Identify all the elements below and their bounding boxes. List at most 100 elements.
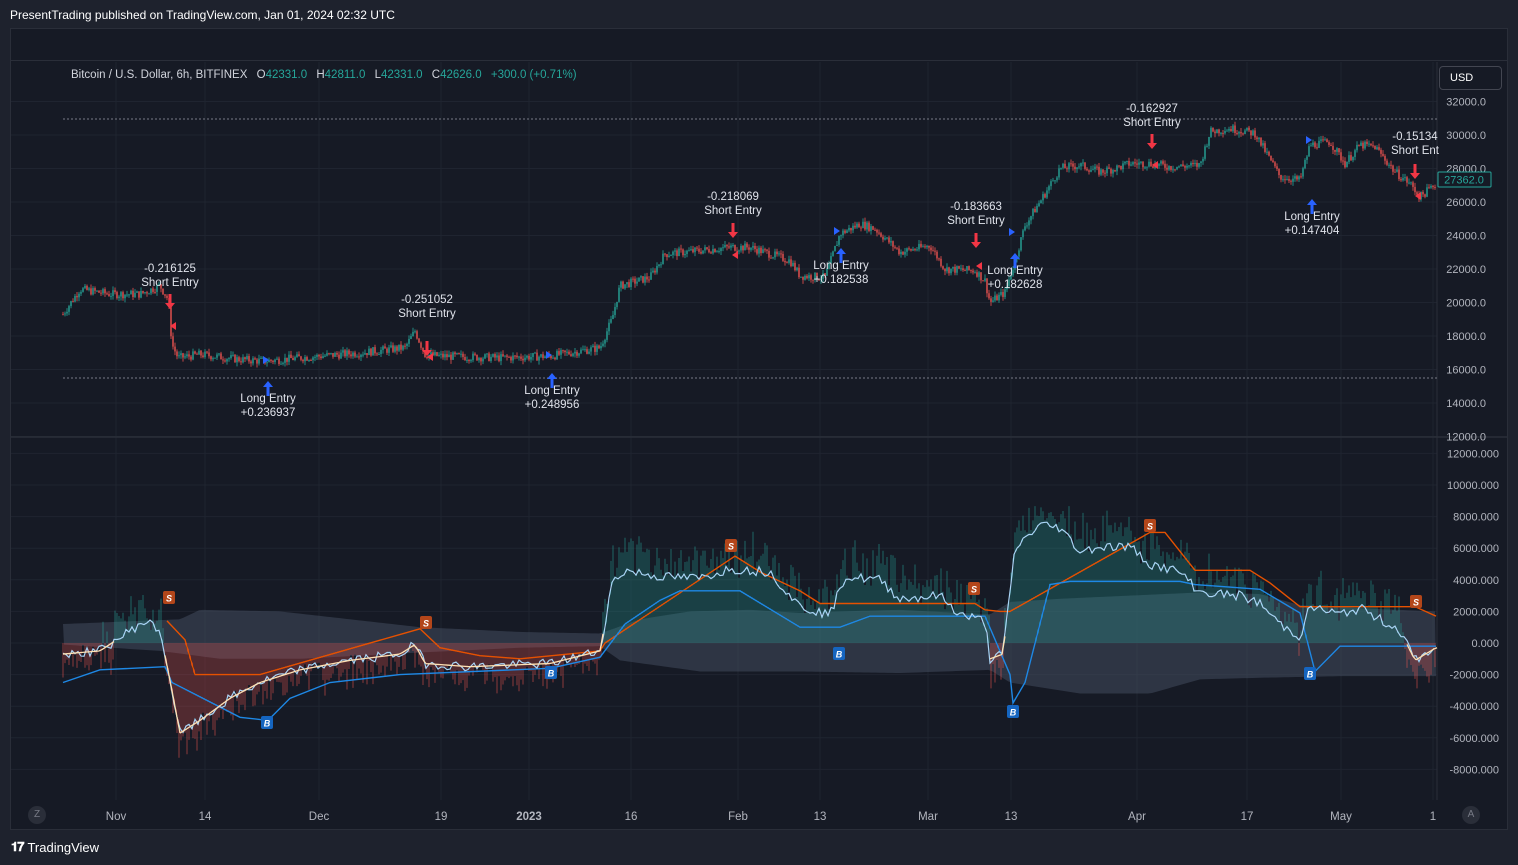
candle-body — [732, 245, 734, 247]
signal-label: Long Entry — [813, 260, 869, 272]
candle-body — [174, 346, 176, 352]
high-value: 42811.0 — [324, 69, 366, 81]
price-tick-label: 22000.0 — [1446, 264, 1486, 276]
candle-body — [122, 292, 124, 299]
indicator-tick-label: -8000.000 — [1449, 764, 1499, 776]
candle-body — [266, 362, 268, 364]
candle-body — [194, 351, 196, 354]
candle-body — [1382, 153, 1384, 156]
candle-body — [446, 354, 448, 358]
candle-body — [104, 289, 106, 294]
currency-button[interactable]: USD — [1439, 66, 1502, 90]
candle-body — [1310, 145, 1312, 147]
candle-body — [862, 221, 864, 229]
candle-body — [354, 352, 356, 357]
candle-body — [1056, 177, 1058, 181]
candle-body — [1406, 177, 1408, 183]
candle-body — [1386, 160, 1388, 165]
candle-body — [1102, 169, 1104, 173]
candle-body — [322, 356, 324, 359]
candle-body — [628, 282, 630, 288]
candle-body — [1174, 169, 1176, 171]
candle-body — [580, 349, 582, 354]
candle-body — [1294, 176, 1296, 179]
candle-body — [664, 253, 666, 255]
candle-body — [1124, 161, 1126, 164]
candle-body — [1032, 208, 1034, 217]
candle-body — [516, 355, 518, 358]
candle-body — [426, 357, 428, 359]
candle-body — [1388, 164, 1390, 166]
time-tick-label: 19 — [435, 811, 448, 823]
price-candles — [62, 121, 1436, 368]
candle-body — [1408, 182, 1410, 184]
candle-body — [1384, 155, 1386, 161]
candle-body — [1202, 158, 1204, 162]
candle-body — [522, 358, 524, 361]
candle-body — [532, 353, 534, 357]
candle-body — [256, 359, 258, 364]
candle-body — [494, 354, 496, 358]
candle-body — [1054, 180, 1056, 182]
candle-body — [272, 360, 274, 362]
trade-marker-icon — [834, 227, 840, 235]
low-key: L — [374, 69, 381, 81]
publisher-bar: PresentTrading published on TradingView.… — [0, 0, 1518, 28]
candle-body — [342, 350, 344, 353]
footer — [0, 830, 1518, 865]
trade-marker-icon — [263, 356, 269, 364]
candle-body — [396, 346, 398, 351]
candle-body — [152, 288, 154, 292]
candle-body — [1186, 165, 1188, 168]
candle-body — [236, 357, 238, 363]
candle-body — [254, 358, 256, 360]
candle-body — [1076, 167, 1078, 170]
oscillator-line-negative — [62, 633, 1438, 734]
candle-body — [864, 221, 866, 230]
candle-body — [1066, 168, 1068, 170]
candle-body — [492, 354, 494, 357]
candle-body — [860, 227, 862, 229]
candle-body — [470, 360, 472, 362]
candle-body — [554, 357, 556, 360]
candle-body — [866, 222, 868, 230]
candle-body — [898, 248, 900, 255]
candle-body — [64, 313, 66, 315]
candle-body — [526, 355, 528, 358]
auto-scale-left-button[interactable]: Z — [28, 806, 46, 824]
trade-marker-icon — [732, 251, 738, 259]
candle-body — [190, 356, 192, 360]
signal-label: Long Entry — [987, 265, 1043, 277]
candle-body — [62, 314, 64, 316]
candle-body — [524, 357, 526, 361]
candle-body — [1122, 163, 1124, 170]
candle-body — [314, 356, 316, 358]
auto-scale-right-button[interactable]: A — [1462, 806, 1480, 824]
candle-body — [988, 293, 990, 299]
candle-body — [706, 247, 708, 250]
trade-marker-icon — [976, 262, 982, 270]
candle-body — [1274, 162, 1276, 167]
indicator-tick-label: 0.000 — [1471, 638, 1499, 650]
candle-body — [1132, 162, 1134, 165]
candle-body — [1136, 163, 1138, 165]
candle-body — [448, 354, 450, 358]
candle-body — [424, 351, 426, 358]
time-tick-label: 14 — [199, 811, 212, 823]
arrow-up-icon — [1010, 253, 1020, 268]
candle-body — [950, 268, 952, 274]
candle-body — [944, 268, 946, 272]
candle-body — [1244, 130, 1246, 134]
chart-frame[interactable] — [10, 28, 1508, 830]
buy-marker — [833, 647, 845, 660]
open-key: O — [256, 69, 266, 81]
footer-brand[interactable]: 𝟏𝟕 TradingView — [11, 840, 99, 855]
candle-body — [718, 251, 720, 253]
candle-body — [592, 345, 594, 348]
candle-body — [290, 354, 292, 359]
candle-body — [596, 345, 598, 352]
open-value: 42331.0 — [265, 69, 308, 81]
candle-body — [782, 253, 784, 261]
candle-body — [1390, 164, 1392, 166]
